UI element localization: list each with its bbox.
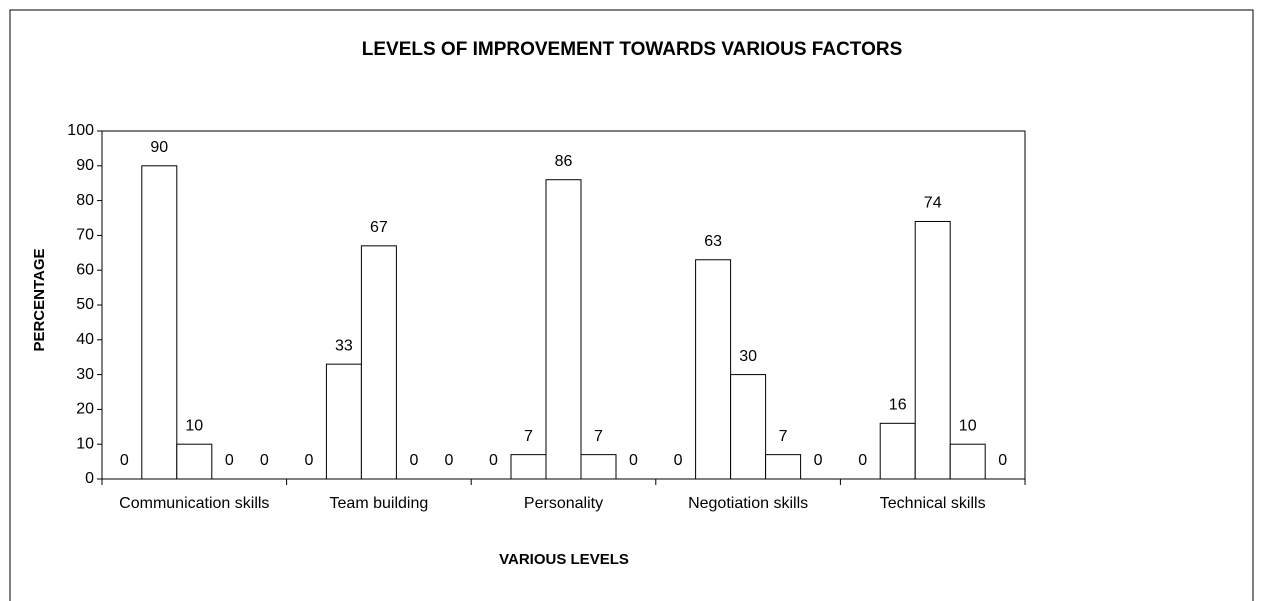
data-label: 10 — [959, 417, 977, 434]
bar — [765, 454, 802, 480]
data-label: 0 — [225, 452, 234, 469]
data-label: 33 — [335, 337, 353, 354]
x-tick-label: Negotiation skills — [688, 495, 808, 512]
y-tick-label: 70 — [76, 227, 94, 244]
x-tick-label: Team building — [330, 495, 429, 512]
data-label: 7 — [779, 428, 788, 445]
y-tick-label: 90 — [76, 157, 94, 174]
y-tick-label: 60 — [76, 261, 94, 278]
bar — [360, 245, 397, 480]
bar — [949, 443, 986, 480]
data-label: 0 — [260, 452, 269, 469]
data-label: 90 — [150, 139, 168, 156]
bar — [325, 363, 362, 480]
bar — [510, 454, 547, 480]
y-tick-label: 50 — [76, 296, 94, 313]
data-label: 0 — [489, 452, 498, 469]
bar — [545, 179, 582, 480]
bar — [176, 443, 213, 480]
y-tick-label: 80 — [76, 192, 94, 209]
data-label: 10 — [185, 417, 203, 434]
bar — [879, 422, 916, 480]
y-tick-label: 30 — [76, 366, 94, 383]
data-label: 0 — [998, 452, 1007, 469]
data-label: 0 — [304, 452, 313, 469]
bar — [695, 259, 732, 480]
data-label: 7 — [594, 428, 603, 445]
data-label: 0 — [629, 452, 638, 469]
chart-frame — [9, 9, 1254, 601]
x-tick-label: Personality — [524, 495, 603, 512]
data-label: 7 — [524, 428, 533, 445]
data-label: 0 — [409, 452, 418, 469]
data-label: 16 — [889, 397, 907, 414]
x-tick-label: Communication skills — [119, 495, 269, 512]
y-tick-label: 100 — [67, 122, 94, 139]
bar — [914, 220, 951, 480]
y-tick-label: 0 — [85, 470, 94, 487]
y-tick-label: 40 — [76, 331, 94, 348]
bar — [730, 374, 767, 480]
data-label: 0 — [444, 452, 453, 469]
y-tick-label: 20 — [76, 401, 94, 418]
data-label: 0 — [814, 452, 823, 469]
y-tick-label: 10 — [76, 435, 94, 452]
x-axis-title: VARIOUS LEVELS — [499, 551, 629, 568]
data-label: 30 — [739, 348, 757, 365]
data-label: 0 — [858, 452, 867, 469]
data-label: 67 — [370, 219, 388, 236]
x-tick-label: Technical skills — [880, 495, 986, 512]
data-label: 86 — [555, 153, 573, 170]
data-label: 0 — [674, 452, 683, 469]
chart-title: LEVELS OF IMPROVEMENT TOWARDS VARIOUS FA… — [362, 39, 903, 60]
bar — [141, 165, 178, 480]
data-label: 74 — [924, 195, 942, 212]
bar — [580, 454, 617, 480]
data-label: 0 — [120, 452, 129, 469]
y-axis-title: PERCENTAGE — [31, 248, 48, 351]
data-label: 63 — [704, 233, 722, 250]
